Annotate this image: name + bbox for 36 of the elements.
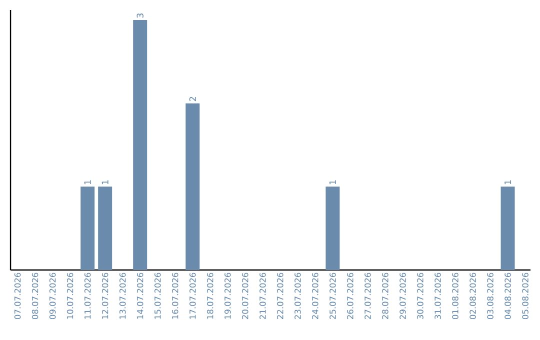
x-tick-label: 17.07.2026	[190, 272, 196, 319]
x-tick-label: 08.07.2026	[32, 272, 38, 320]
x-tick-label: 15.07.2026	[154, 272, 161, 319]
data-label: 1	[84, 180, 91, 184]
data-label: 1	[102, 180, 108, 184]
x-tick-label: 04.08.2026	[504, 272, 511, 320]
x-tick-label: 18.07.2026	[207, 272, 214, 319]
x-tick-label: 10.07.2026	[66, 272, 74, 319]
x-tick-label: 25.07.2026	[330, 272, 336, 319]
x-tick-label: 03.08.2026	[487, 272, 494, 320]
x-tick-label: 07.07.2026	[14, 272, 21, 320]
data-label: 2	[189, 97, 196, 102]
x-tick-label: 09.07.2026	[49, 272, 56, 320]
x-tick-label: 28.07.2026	[382, 272, 388, 319]
x-tick-label: 01.08.2026	[452, 272, 458, 320]
x-tick-label: 19.07.2026	[224, 272, 231, 319]
x-tick-label: 20.07.2026	[242, 272, 248, 319]
x-tick-label: 23.07.2026	[294, 272, 301, 319]
x-tick-label: 11.07.2026	[84, 272, 91, 319]
x-tick-label: 24.07.2026	[312, 272, 318, 319]
x-tick-label: 22.07.2026	[277, 272, 284, 319]
x-tick-label: 05.08.2026	[522, 272, 528, 320]
x-tick-label: 31.07.2026	[434, 272, 441, 319]
x-tick-label: 16.07.2026	[172, 272, 178, 319]
x-tick-label: 26.07.2026	[347, 272, 354, 319]
x-tick-label: 30.07.2026	[417, 272, 424, 319]
x-tick-label: 13.07.2026	[119, 272, 126, 319]
data-label: 1	[329, 180, 336, 184]
x-tick-label: 12.07.2026	[102, 272, 108, 319]
x-tick-label: 29.07.2026	[400, 272, 406, 319]
data-label: 3	[136, 14, 144, 18]
x-tick-label: 14.07.2026	[136, 272, 144, 319]
x-tick-label: 21.07.2026	[260, 272, 266, 319]
data-label: 1	[504, 180, 511, 184]
x-tick-label: 02.08.2026	[470, 272, 476, 320]
x-tick-label: 27.07.2026	[364, 272, 371, 319]
